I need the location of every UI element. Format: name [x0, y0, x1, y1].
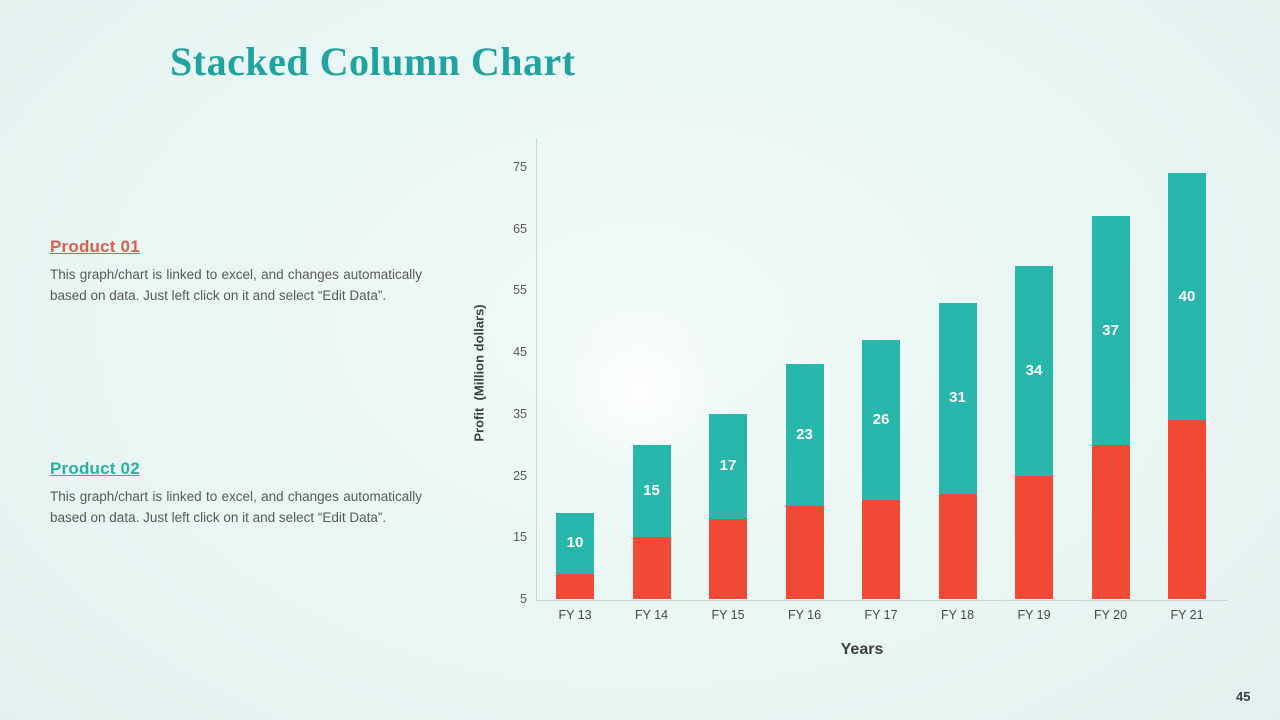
- y-tick-label: 75: [513, 160, 527, 174]
- y-tick-label: 15: [513, 530, 527, 545]
- bar-value-label: 37: [1102, 321, 1119, 339]
- bar-segment-product-02: [1015, 265, 1053, 476]
- bar-segment-product-01: [938, 494, 977, 599]
- y-tick-label: 65: [513, 221, 527, 236]
- x-tick-label: FY 17: [864, 608, 898, 622]
- product-02-heading: Product 02: [50, 459, 140, 478]
- product-02-description: This graph/chart is linked to excel, and…: [50, 489, 422, 525]
- bar-segment-product-01: [1168, 420, 1206, 599]
- x-tick-label: FY 20: [1093, 608, 1128, 622]
- bar-value-label: 15: [643, 482, 660, 499]
- bar-value-label: 23: [796, 426, 813, 444]
- bar-segment-product-02: [785, 364, 824, 507]
- product-01-section: Product 01 This graph/chart is linked to…: [50, 237, 422, 306]
- bar-segment-product-02: [632, 444, 671, 538]
- bar-segment-product-01: [1015, 475, 1053, 599]
- bar-value-label: 34: [1025, 361, 1043, 379]
- y-axis-line: [536, 138, 537, 600]
- y-tick-label: 35: [513, 406, 527, 421]
- y-tick-label: 25: [513, 468, 527, 483]
- bar-segment-product-01: [1091, 444, 1130, 599]
- bar-segment-product-01: [556, 574, 594, 599]
- bar-segment-product-01: [709, 518, 747, 599]
- x-tick-label: FY 21: [1170, 608, 1204, 622]
- bar-segment-product-01: [785, 506, 824, 599]
- bar-segment-product-02: [938, 302, 977, 495]
- x-axis-title: Years: [840, 641, 884, 658]
- bar-segment-product-02: [709, 413, 747, 519]
- bar-value-label: 17: [719, 457, 737, 475]
- x-tick-label: FY 19: [1017, 608, 1051, 622]
- x-tick-label: FY 14: [634, 608, 669, 622]
- bar-segment-product-02: [1091, 216, 1130, 445]
- product-02-section: Product 02 This graph/chart is linked to…: [50, 459, 422, 528]
- x-tick-label: FY 13: [558, 608, 592, 622]
- y-tick-label: 45: [513, 345, 527, 360]
- bar-segment-product-02: [556, 512, 594, 575]
- x-tick-label: FY 18: [940, 608, 975, 622]
- bar-value-label: 26: [872, 411, 890, 429]
- bar-segment-product-02: [862, 339, 900, 501]
- bar-value-label: 31: [949, 389, 966, 407]
- x-tick-label: FY 16: [787, 608, 822, 622]
- page-title: Stacked Column Chart: [170, 39, 576, 84]
- product-01-heading: Product 01: [50, 237, 140, 256]
- y-axis-title: Profit (Million dollars): [471, 304, 487, 442]
- product-01-description: This graph/chart is linked to excel, and…: [50, 267, 422, 303]
- x-tick-label: FY 15: [711, 608, 745, 622]
- bar-segment-product-02: [1168, 173, 1206, 420]
- y-tick-label: 55: [513, 283, 527, 298]
- bar-value-label: 40: [1178, 287, 1196, 305]
- x-axis-line: [536, 600, 1228, 601]
- bar-segment-product-01: [632, 537, 671, 599]
- bar-segment-product-01: [862, 500, 900, 599]
- page-number: 45: [1236, 689, 1251, 704]
- bar-value-label: 10: [566, 534, 584, 552]
- y-tick-label: 5: [520, 592, 527, 606]
